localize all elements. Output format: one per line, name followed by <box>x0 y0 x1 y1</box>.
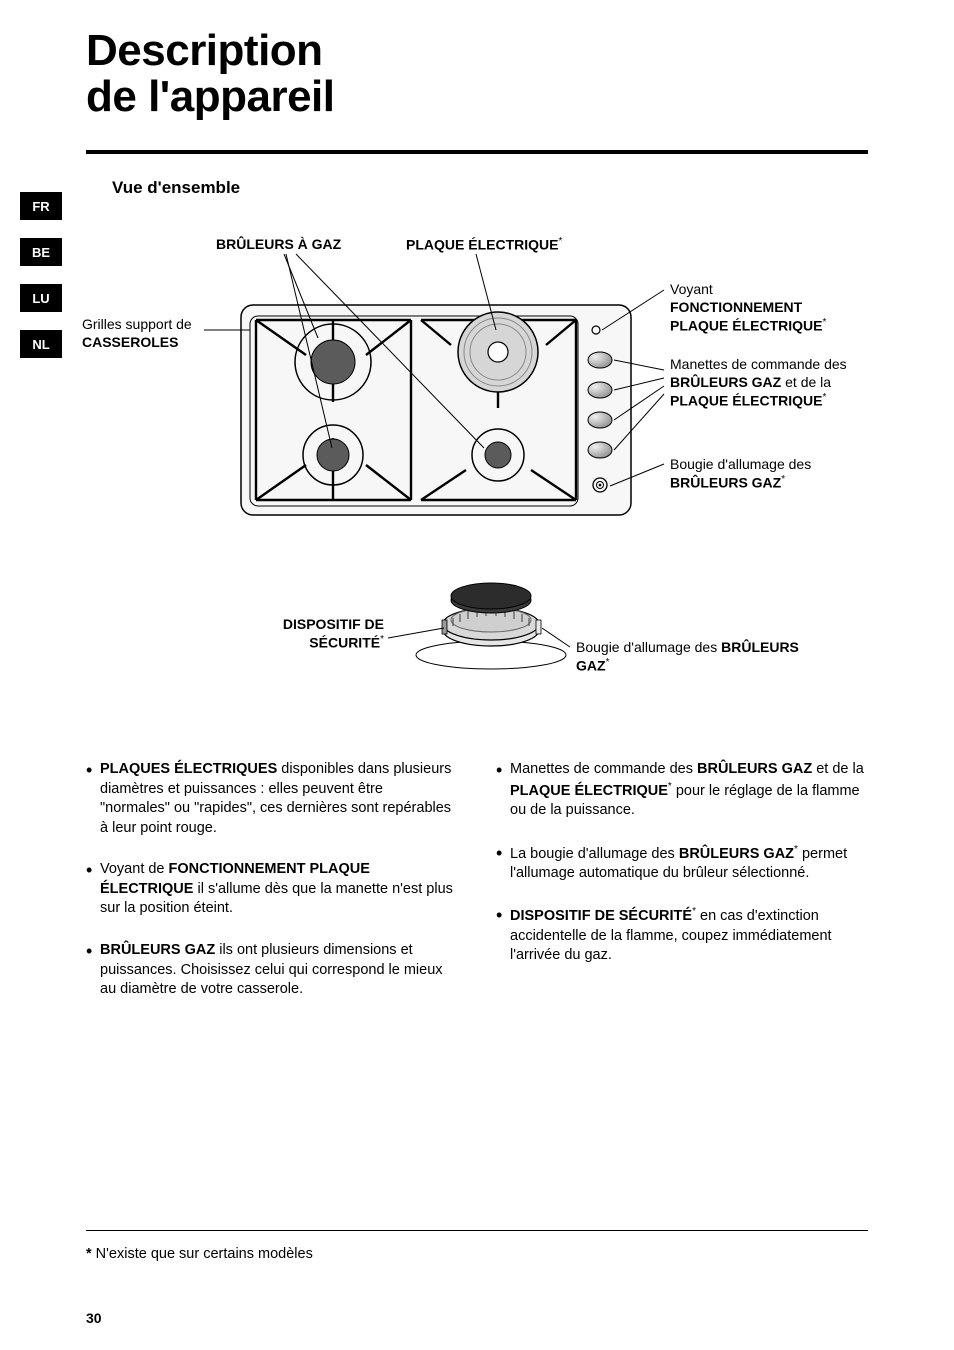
bullet-text: La bougie d'allumage des BRÛLEURS GAZ* p… <box>510 843 866 884</box>
footnote-rule <box>86 1230 868 1231</box>
bullet-text: Voyant de FONCTIONNEMENT PLAQUE ÉLECTRIQ… <box>100 860 456 919</box>
bullet-dot-icon: • <box>496 761 510 821</box>
hob-svg <box>236 290 636 530</box>
bullet-dot-icon: • <box>86 861 100 919</box>
section-subtitle: Vue d'ensemble <box>112 178 240 198</box>
label-manettes-mid: et de la <box>781 374 831 390</box>
label-bougie2-sup: * <box>606 657 610 668</box>
tab-nl[interactable]: NL <box>20 330 62 358</box>
list-item: • La bougie d'allumage des BRÛLEURS GAZ*… <box>496 843 866 884</box>
page-title-block: Description de l'appareil <box>86 28 335 120</box>
electric-plate-icon <box>458 312 538 392</box>
bullets-left: • PLAQUES ÉLECTRIQUES disponibles dans p… <box>86 760 456 1022</box>
list-item: • BRÛLEURS GAZ ils ont plusieurs dimensi… <box>86 941 456 1000</box>
label-bougie: Bougie d'allumage des BRÛLEURS GAZ* <box>670 455 870 492</box>
label-bougie-pre: Bougie d'allumage des <box>670 456 811 472</box>
label-manettes-b1: BRÛLEURS GAZ <box>670 374 781 390</box>
label-grilles-pre: Grilles support de <box>82 316 192 332</box>
label-bruleurs-gaz: BRÛLEURS À GAZ <box>216 235 341 253</box>
burner-detail-illustration <box>396 560 586 680</box>
label-dispositif-b2: SÉCURITÉ <box>309 635 380 651</box>
label-manettes: Manettes de commande des BRÛLEURS GAZ et… <box>670 355 880 410</box>
hob-illustration <box>236 290 636 530</box>
label-bougie-2: Bougie d'allumage des BRÛLEURS GAZ* <box>576 638 836 675</box>
language-tabs: FR BE LU NL <box>20 192 62 376</box>
label-manettes-b2: PLAQUE ÉLECTRIQUE <box>670 393 822 409</box>
label-bougie2-pre: Bougie d'allumage des <box>576 639 721 655</box>
page-number: 30 <box>86 1310 102 1326</box>
label-manettes-pre: Manettes de commande des <box>670 356 847 372</box>
bullet-text: BRÛLEURS GAZ ils ont plusieurs dimension… <box>100 941 456 1000</box>
overview-diagram: BRÛLEURS À GAZ PLAQUE ÉLECTRIQUE* Grille… <box>86 210 868 730</box>
list-item: • Voyant de FONCTIONNEMENT PLAQUE ÉLECTR… <box>86 860 456 919</box>
label-grilles: Grilles support de CASSEROLES <box>82 315 222 351</box>
label-dispositif-sup: * <box>380 634 384 645</box>
tab-fr[interactable]: FR <box>20 192 62 220</box>
burner-detail-svg <box>396 560 586 680</box>
label-dispositif: DISPOSITIF DE SÉCURITÉ* <box>214 615 384 652</box>
label-plaque-sup: * <box>558 236 562 247</box>
label-grilles-bold: CASSEROLES <box>82 334 178 350</box>
bullet-text: DISPOSITIF DE SÉCURITÉ* en cas d'extinct… <box>510 905 866 966</box>
label-plaque-electrique: PLAQUE ÉLECTRIQUE* <box>406 235 562 254</box>
tab-lu[interactable]: LU <box>20 284 62 312</box>
title-rule <box>86 150 868 154</box>
label-plaque-electrique-bold: PLAQUE ÉLECTRIQUE <box>406 237 558 253</box>
bullet-text: PLAQUES ÉLECTRIQUES disponibles dans plu… <box>100 760 456 838</box>
title-line-1: Description <box>86 28 335 74</box>
label-voyant-b1: FONCTIONNEMENT <box>670 299 802 315</box>
label-voyant-b2: PLAQUE ÉLECTRIQUE <box>670 318 822 334</box>
label-dispositif-b1: DISPOSITIF DE <box>283 616 384 632</box>
bullet-dot-icon: • <box>86 761 100 838</box>
label-bougie2-bold2: GAZ <box>576 658 606 674</box>
bullet-dot-icon: • <box>496 906 510 966</box>
label-bougie2-bold: BRÛLEURS <box>721 639 799 655</box>
bullets-right: • Manettes de commande des BRÛLEURS GAZ … <box>496 760 866 1022</box>
title-line-2: de l'appareil <box>86 74 335 120</box>
footnote-text: N'existe que sur certains modèles <box>92 1246 313 1262</box>
label-manettes-sup: * <box>822 392 826 403</box>
bullet-text: Manettes de commande des BRÛLEURS GAZ et… <box>510 760 866 821</box>
bullet-dot-icon: • <box>86 942 100 1000</box>
label-bougie-sup: * <box>781 474 785 485</box>
manual-page: Description de l'appareil Vue d'ensemble… <box>0 0 954 1350</box>
list-item: • Manettes de commande des BRÛLEURS GAZ … <box>496 760 866 821</box>
label-voyant: Voyant FONCTIONNEMENT PLAQUE ÉLECTRIQUE* <box>670 280 870 335</box>
footnote: * N'existe que sur certains modèles <box>86 1246 313 1262</box>
tab-be[interactable]: BE <box>20 238 62 266</box>
label-bougie-bold: BRÛLEURS GAZ <box>670 475 781 491</box>
label-voyant-pre: Voyant <box>670 281 713 297</box>
label-voyant-sup: * <box>822 317 826 328</box>
list-item: • PLAQUES ÉLECTRIQUES disponibles dans p… <box>86 760 456 838</box>
list-item: • DISPOSITIF DE SÉCURITÉ* en cas d'extin… <box>496 905 866 966</box>
bullet-dot-icon: • <box>496 844 510 884</box>
bullet-columns: • PLAQUES ÉLECTRIQUES disponibles dans p… <box>86 760 868 1022</box>
